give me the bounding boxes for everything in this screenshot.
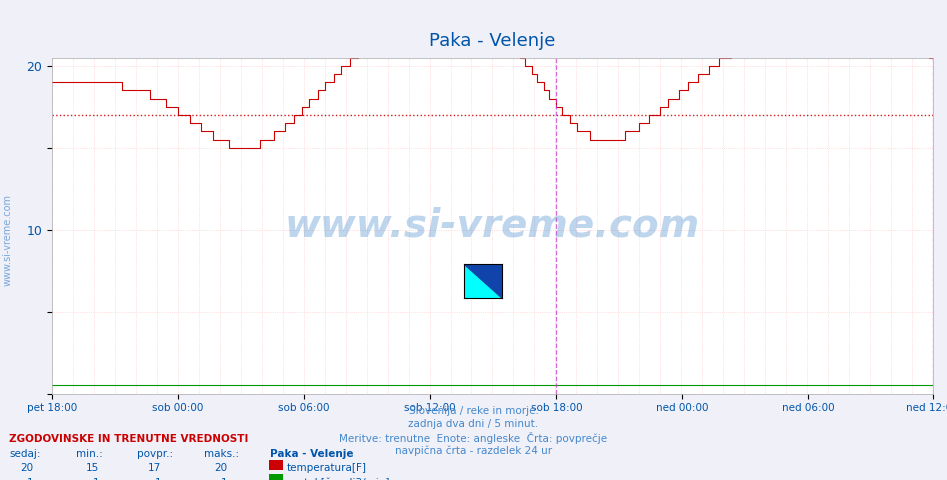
Text: Slovenija / reke in morje.: Slovenija / reke in morje. [408,406,539,416]
Title: Paka - Velenje: Paka - Velenje [429,33,556,50]
Text: 20: 20 [20,463,33,473]
Text: ZGODOVINSKE IN TRENUTNE VREDNOSTI: ZGODOVINSKE IN TRENUTNE VREDNOSTI [9,434,249,444]
Text: 20: 20 [214,463,227,473]
Text: pretok[čevelj3/min]: pretok[čevelj3/min] [287,478,389,480]
Text: www.si-vreme.com: www.si-vreme.com [3,194,12,286]
Polygon shape [464,264,502,298]
Text: sedaj:: sedaj: [9,449,41,459]
Text: min.:: min.: [76,449,102,459]
Text: 1: 1 [221,478,227,480]
Polygon shape [464,264,502,298]
Text: 1: 1 [154,478,161,480]
Text: temperatura[F]: temperatura[F] [287,463,366,473]
Text: www.si-vreme.com: www.si-vreme.com [285,206,700,245]
Text: 15: 15 [86,463,99,473]
Text: navpična črta - razdelek 24 ur: navpična črta - razdelek 24 ur [395,446,552,456]
Text: Paka - Velenje: Paka - Velenje [270,449,353,459]
Text: Meritve: trenutne  Enote: angleske  Črta: povprečje: Meritve: trenutne Enote: angleske Črta: … [339,432,608,444]
Text: 1: 1 [93,478,99,480]
Text: zadnja dva dni / 5 minut.: zadnja dva dni / 5 minut. [408,419,539,429]
Text: maks.:: maks.: [204,449,239,459]
Text: povpr.:: povpr.: [137,449,173,459]
Text: 1: 1 [27,478,33,480]
Text: 17: 17 [148,463,161,473]
